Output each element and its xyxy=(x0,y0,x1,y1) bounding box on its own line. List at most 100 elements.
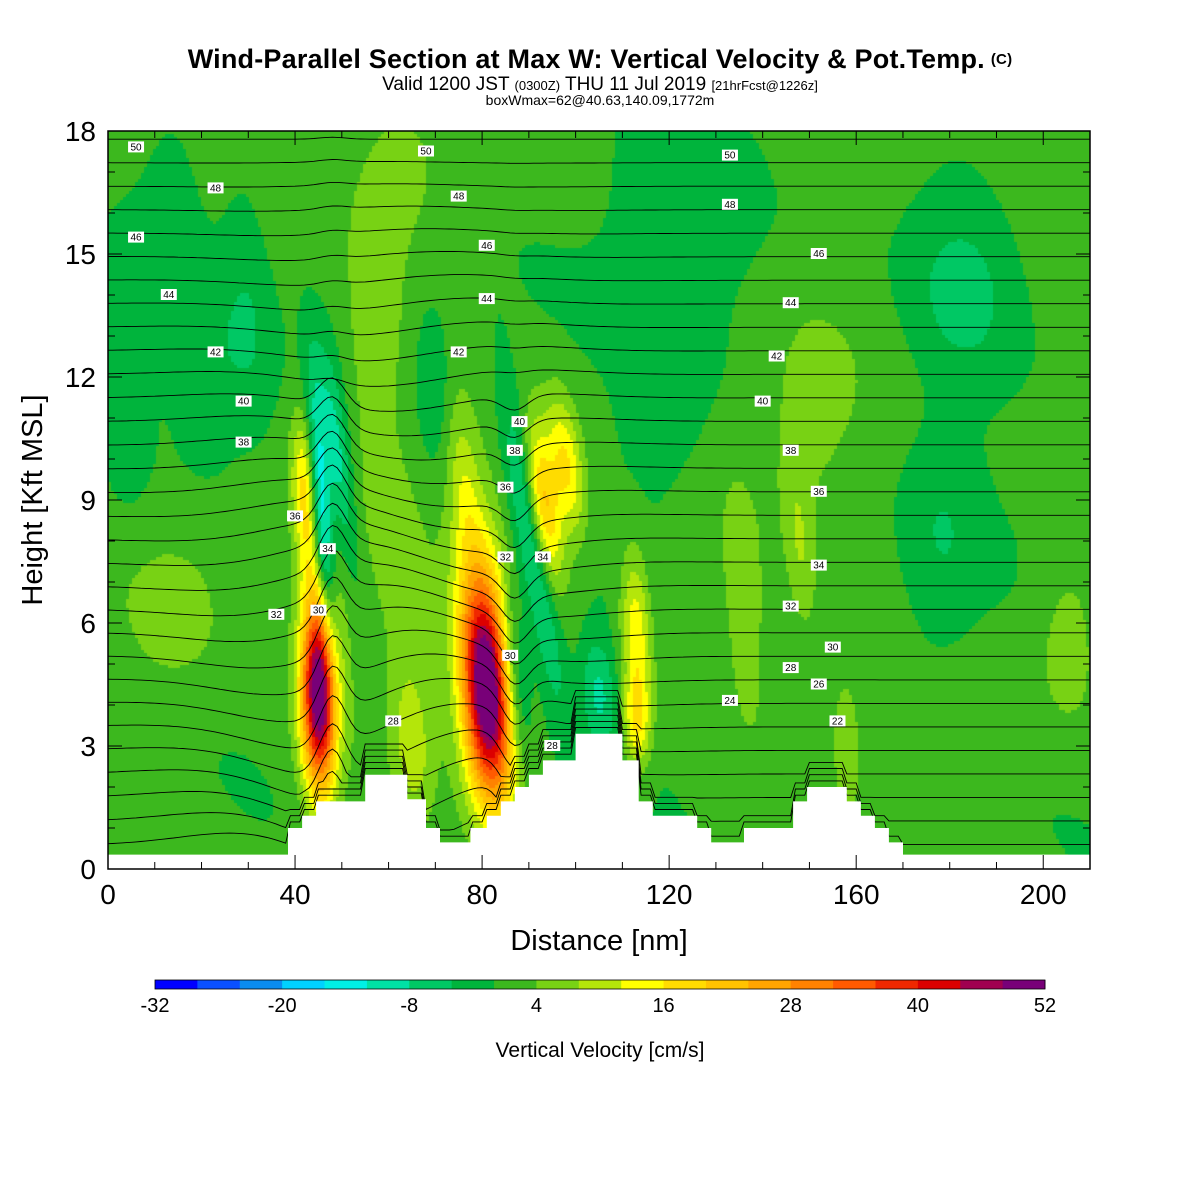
theta-label: 34 xyxy=(813,561,825,572)
theta-label-box xyxy=(829,715,846,727)
theta-contour-line xyxy=(108,205,1090,212)
theta-label: 26 xyxy=(813,680,825,691)
y-tick-label: 9 xyxy=(80,485,96,516)
colorbar-label: Vertical Velocity [cm/s] xyxy=(496,1039,705,1062)
colorbar-swatch xyxy=(451,980,495,989)
theta-label: 36 xyxy=(813,487,825,498)
colorbar-swatch xyxy=(282,980,326,989)
theta-label-box xyxy=(478,293,495,305)
colorbar-frame xyxy=(154,979,1046,990)
theta-label: 22 xyxy=(832,716,844,727)
colorbar-swatch xyxy=(875,980,919,989)
theta-label-box xyxy=(782,444,799,456)
theta-label: 30 xyxy=(505,651,517,662)
colorbar-swatch xyxy=(960,980,1004,989)
x-tick-label: 120 xyxy=(646,879,693,910)
colorbar: -32 -20 -8 4 16 28 40 52 Vertical Velocity [cm/s… xyxy=(141,979,1056,1062)
theta-label: 44 xyxy=(163,290,175,301)
colorbar-tick-label: 28 xyxy=(780,995,802,1017)
x-tick-label: 200 xyxy=(1020,879,1067,910)
colorbar-swatch xyxy=(621,980,665,989)
theta-contour-line xyxy=(107,369,1090,387)
x-tick-label: 80 xyxy=(467,879,498,910)
theta-label-box xyxy=(511,416,528,428)
colorbar-tick-label: 4 xyxy=(531,995,542,1017)
theta-contour-line xyxy=(107,502,1090,599)
colorbar-swatch xyxy=(197,980,241,989)
theta-label: 46 xyxy=(130,233,142,244)
theta-label: 28 xyxy=(547,741,559,752)
valid-time-prefix: Valid 1200 JST xyxy=(382,74,510,95)
theta-contour-line xyxy=(107,482,1090,575)
theta-label: 38 xyxy=(785,446,797,457)
theta-label: 42 xyxy=(453,347,465,358)
theta-label: 50 xyxy=(130,142,142,153)
theta-label-box xyxy=(721,149,738,161)
colorbar-tick-label: 16 xyxy=(652,995,674,1017)
theta-contour-line xyxy=(107,464,1090,549)
theta-label: 50 xyxy=(420,147,432,158)
theta-contour-line xyxy=(108,297,1090,311)
theta-label-box xyxy=(824,641,841,653)
colorbar-swatch xyxy=(366,980,410,989)
theta-label: 50 xyxy=(724,151,736,162)
theta-contour-line xyxy=(108,321,1090,336)
theta-contour-line xyxy=(107,524,1090,622)
theta-label: 34 xyxy=(322,544,334,555)
theta-label: 40 xyxy=(514,417,526,428)
theta-label: 44 xyxy=(785,298,797,309)
x-tick-label: 40 xyxy=(279,879,310,910)
colorbar-swatch xyxy=(239,980,283,989)
colorbar-swatch xyxy=(790,980,834,989)
theta-label-box xyxy=(417,145,434,157)
theta-label: 36 xyxy=(289,511,301,522)
forecast-info: [21hrFcst@1226z] xyxy=(711,78,818,93)
theta-label: 28 xyxy=(785,663,797,674)
theta-label: 38 xyxy=(509,446,521,457)
theta-label-box xyxy=(319,543,336,555)
colorbar-swatch xyxy=(536,980,580,989)
theta-contour-line xyxy=(107,605,1090,685)
valid-time-line: Valid 1200 JST (0300Z) THU 11 Jul 2019 [… xyxy=(0,74,1200,96)
theta-label: 30 xyxy=(827,643,839,654)
theta-contour-line xyxy=(107,714,1090,812)
theta-label: 44 xyxy=(481,294,493,305)
theta-label-box xyxy=(810,678,827,690)
y-tick-label: 18 xyxy=(65,116,96,147)
theta-label: 32 xyxy=(785,602,797,613)
theta-label-box xyxy=(782,662,799,674)
theta-label: 46 xyxy=(481,241,493,252)
colorbar-swatch xyxy=(578,980,622,989)
theta-label: 36 xyxy=(500,483,512,494)
theta-label-box xyxy=(287,510,304,522)
colorbar-swatch xyxy=(494,980,537,989)
theta-label-box xyxy=(450,190,467,202)
theta-label-box xyxy=(782,297,799,309)
theta-label: 42 xyxy=(210,347,222,358)
theta-label: 40 xyxy=(238,397,250,408)
theta-contour-line xyxy=(107,576,1090,665)
theta-label: 32 xyxy=(271,610,283,621)
chart-title: Wind-Parallel Section at Max W: Vertical… xyxy=(0,44,1200,75)
theta-label: 46 xyxy=(813,249,825,260)
theta-label-box xyxy=(268,608,285,620)
colorbar-tick-label: 52 xyxy=(1034,995,1056,1017)
theta-label: 42 xyxy=(771,352,783,363)
theta-label-box xyxy=(160,289,177,300)
theta-contour-line xyxy=(108,274,1090,286)
colorbar-tick-label: -8 xyxy=(400,995,418,1017)
theta-label: 48 xyxy=(453,192,465,203)
theta-label-box xyxy=(497,481,514,493)
theta-contour-line xyxy=(107,635,1090,705)
theta-label-box xyxy=(235,395,252,407)
theta-label: 40 xyxy=(757,397,769,408)
y-tick-label: 15 xyxy=(65,239,96,270)
x-tick-label: 160 xyxy=(833,879,880,910)
theta-label-box xyxy=(754,395,771,407)
colorbar-swatch xyxy=(1002,980,1046,989)
theta-contour-line xyxy=(108,346,1090,362)
colorbar-swatch xyxy=(155,980,198,989)
theta-contour-line xyxy=(108,251,1090,261)
